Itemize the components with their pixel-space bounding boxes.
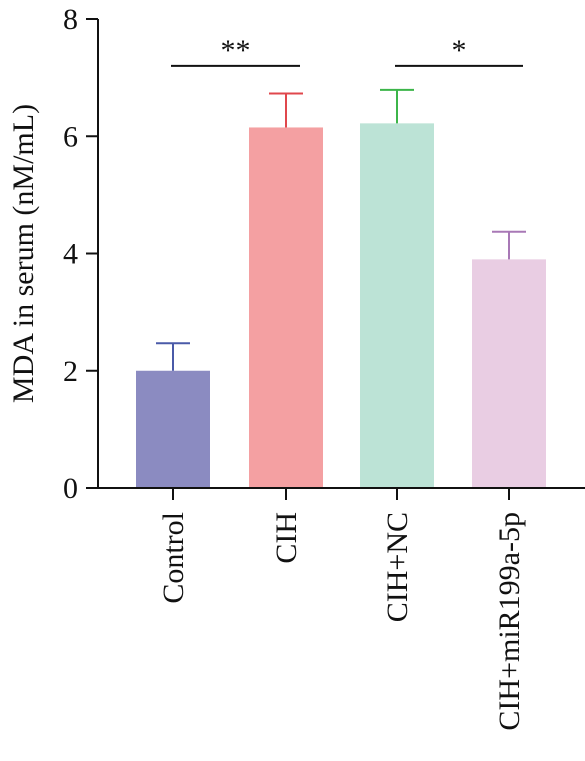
- significance-label: **: [221, 34, 251, 67]
- y-axis-label: MDA in serum (nM/mL): [7, 104, 40, 403]
- bar-cih-mir199a-5p: [472, 259, 546, 488]
- x-tick-label: CIH+NC: [381, 512, 414, 622]
- y-ticks-layer: 0 2 4 6 8: [63, 3, 98, 505]
- x-tick-label: Control: [157, 512, 190, 604]
- x-ticks-layer: Control CIH CIH+NC CIH+miR199a-5p: [157, 488, 526, 731]
- x-tick-label: CIH: [270, 512, 303, 564]
- y-tick-label: 0: [63, 472, 78, 505]
- significance-label: *: [452, 34, 467, 67]
- y-tick-label: 8: [63, 3, 78, 36]
- y-tick-label: 4: [63, 238, 78, 271]
- bars-layer: [136, 123, 546, 489]
- bar-cih-nc: [360, 123, 434, 488]
- y-tick-label: 2: [63, 355, 78, 388]
- bar-cih: [249, 127, 323, 489]
- y-tick-label: 6: [63, 120, 78, 153]
- error-bars-layer: [156, 88, 526, 371]
- x-tick-label: CIH+miR199a-5p: [493, 512, 526, 731]
- bar-control: [136, 370, 210, 488]
- significance-layer: ** *: [171, 34, 523, 67]
